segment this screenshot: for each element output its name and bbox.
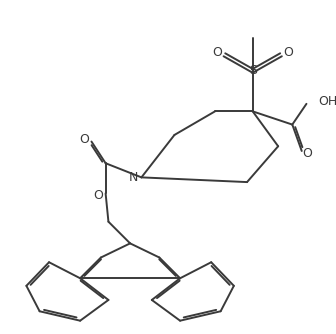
Text: O: O — [212, 46, 222, 59]
Text: OH: OH — [318, 96, 336, 109]
Text: N: N — [128, 171, 138, 184]
Text: O: O — [284, 46, 293, 59]
Text: O: O — [79, 133, 89, 146]
Text: O: O — [302, 147, 312, 160]
Text: S: S — [249, 64, 257, 77]
Text: O: O — [93, 189, 103, 202]
